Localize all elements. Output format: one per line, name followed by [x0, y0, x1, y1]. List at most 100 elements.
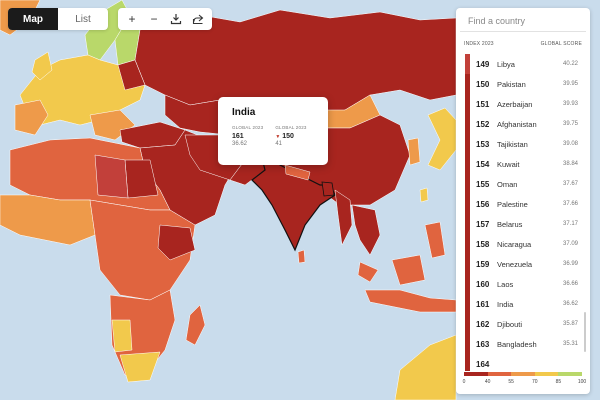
country-belarus[interactable]	[117, 59, 146, 91]
global-score: 39.95	[562, 81, 578, 87]
ranking-list[interactable]: 149 Libya 40.22 150 Pakistan 39.95 151 Azerbaij…	[456, 54, 590, 371]
legend-tick-label: 85	[555, 379, 562, 385]
tab-map[interactable]: Map	[8, 8, 58, 30]
country-namibia[interactable]	[111, 319, 133, 353]
country-japan[interactable]	[427, 107, 457, 171]
download-icon	[170, 14, 182, 25]
ranking-row[interactable]: 160 Laos 36.66	[456, 274, 590, 294]
tooltip-col-current: GLOBAL 2023 161 36.62	[232, 125, 263, 147]
country-name: Azerbaijan	[497, 99, 533, 109]
legend-swatch	[534, 372, 559, 376]
global-score: 37.17	[562, 221, 578, 227]
country-name: Tajikistan	[497, 139, 528, 149]
legend-tick-label: 100	[577, 379, 587, 385]
country-name: Venezuela	[497, 259, 533, 269]
share-button[interactable]	[188, 9, 208, 29]
ranking-row[interactable]: 162 Djibouti 35.87	[456, 314, 590, 334]
ranking-row[interactable]: 155 Oman 37.67	[456, 174, 590, 194]
country-search-input[interactable]	[460, 15, 586, 26]
ranking-row[interactable]: 151 Azerbaijan 39.93	[456, 94, 590, 114]
legend-swatch	[464, 372, 488, 376]
score-color-bar	[465, 234, 470, 254]
country-malaysia[interactable]	[357, 261, 379, 283]
country-nepal[interactable]	[284, 164, 311, 181]
ranking-row[interactable]: 157 Belarus 37.17	[456, 214, 590, 234]
score-color-bar	[465, 214, 470, 234]
global-score: 39.93	[562, 101, 578, 107]
rank-number: 152	[476, 119, 490, 129]
country-name: Afghanistan	[497, 119, 537, 129]
global-score: 39.75	[562, 121, 578, 127]
global-score: 36.66	[562, 281, 578, 287]
zoom-out-button[interactable]: −	[144, 9, 164, 29]
country-south-africa[interactable]	[119, 351, 161, 383]
rank-number: 156	[476, 199, 490, 209]
ranking-row[interactable]: 153 Tajikistan 39.08	[456, 134, 590, 154]
ranking-row[interactable]: 154 Kuwait 38.84	[456, 154, 590, 174]
legend-tick-label: 70	[532, 379, 538, 385]
region-western-europe[interactable]	[19, 54, 146, 126]
country-ethiopia[interactable]	[157, 224, 196, 261]
tooltip-col-previous: GLOBAL 2023 ▼ 150 41	[275, 125, 306, 147]
country-borneo[interactable]	[391, 254, 426, 286]
country-name: India	[497, 299, 514, 309]
country-uk[interactable]	[31, 51, 53, 81]
rank-number: 163	[476, 339, 490, 349]
map-controls: Map List + −	[8, 8, 212, 30]
global-score: 37.66	[562, 201, 578, 207]
rank-number: 161	[476, 299, 490, 309]
country-korea[interactable]	[407, 137, 421, 166]
tooltip-rank-value: 150	[282, 133, 294, 140]
ranking-row[interactable]: 164	[456, 354, 590, 371]
search-box	[460, 10, 586, 32]
rank-number: 160	[476, 279, 490, 289]
country-taiwan[interactable]	[419, 187, 429, 203]
score-color-bar	[465, 54, 470, 74]
country-sri-lanka[interactable]	[297, 249, 306, 264]
index-column-header: INDEX 2023	[464, 41, 494, 47]
rank-number: 150	[476, 79, 490, 89]
country-name: Bangladesh	[497, 339, 537, 349]
country-myanmar[interactable]	[334, 189, 353, 246]
ranking-row[interactable]: 152 Afghanistan 39.75	[456, 114, 590, 134]
view-toggle: Map List	[8, 8, 108, 30]
country-madagascar[interactable]	[185, 304, 206, 346]
ranking-row[interactable]: 150 Pakistan 39.95	[456, 74, 590, 94]
download-button[interactable]	[166, 9, 186, 29]
region-central-africa[interactable]	[89, 199, 196, 301]
score-color-bar	[465, 94, 470, 114]
country-bangladesh[interactable]	[321, 181, 335, 197]
score-color-bar	[465, 274, 470, 294]
scrollbar-thumb[interactable]	[584, 312, 586, 352]
ranking-row[interactable]: 163 Bangladesh 35.31	[456, 334, 590, 354]
country-name: Nicaragua	[497, 239, 532, 249]
zoom-in-button[interactable]: +	[122, 9, 142, 29]
ranking-row[interactable]: 161 India 36.62	[456, 294, 590, 314]
score-color-bar	[465, 354, 470, 371]
ranking-row[interactable]: 159 Venezuela 36.99	[456, 254, 590, 274]
rank-number: 153	[476, 139, 490, 149]
ranking-row[interactable]: 149 Libya 40.22	[456, 54, 590, 74]
tab-list[interactable]: List	[75, 13, 91, 25]
rank-number: 159	[476, 259, 490, 269]
rank-number: 151	[476, 99, 490, 109]
score-column-header: GLOBAL SCORE	[540, 41, 582, 47]
region-indochina[interactable]	[351, 204, 381, 256]
country-philippines[interactable]	[424, 221, 446, 259]
country-iberia[interactable]	[14, 99, 49, 136]
score-color-bar	[465, 194, 470, 214]
rank-number: 164	[476, 359, 490, 369]
ranking-row[interactable]: 156 Palestine 37.66	[456, 194, 590, 214]
down-arrow-icon: ▼	[275, 134, 281, 140]
country-tooltip: India GLOBAL 2023 161 36.62 GLOBAL 2023 …	[218, 97, 328, 165]
legend-swatch	[511, 372, 535, 376]
region-west-africa[interactable]	[0, 194, 96, 246]
country-name: Oman	[497, 179, 518, 189]
map-toolbar: + −	[118, 8, 212, 30]
ranking-row[interactable]: 158 Nicaragua 37.09	[456, 234, 590, 254]
ranking-panel: INDEX 2023 GLOBAL SCORE 149 Libya 40.22 150…	[456, 8, 590, 394]
legend-tick-label: 0	[462, 379, 466, 385]
country-libya[interactable]	[94, 154, 129, 199]
tooltip-col-header: GLOBAL 2023	[275, 125, 307, 130]
country-name: Pakistan	[497, 79, 526, 89]
